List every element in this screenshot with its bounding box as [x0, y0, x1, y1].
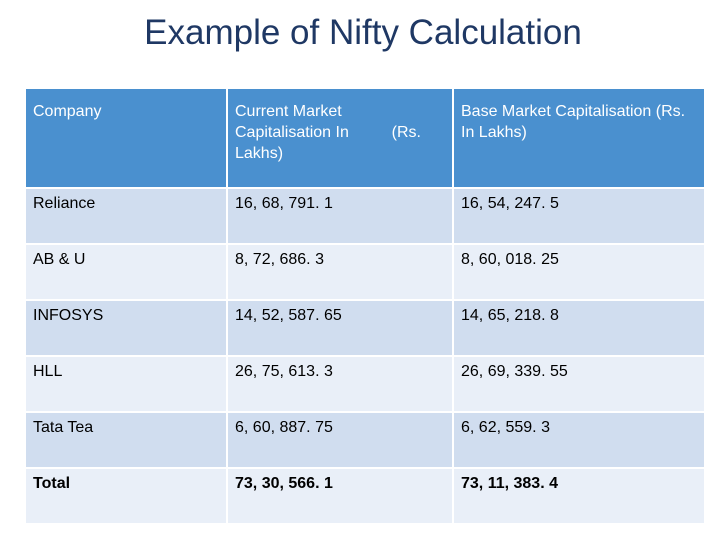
cell-base: 14, 65, 218. 8 [452, 299, 706, 357]
header-base-market-cap: Base Market Capitalisation (Rs. In Lakhs… [452, 87, 706, 189]
cell-total-label: Total [24, 467, 228, 525]
cell-base: 6, 62, 559. 3 [452, 411, 706, 469]
cell-company: AB & U [24, 243, 228, 301]
cell-company: Tata Tea [24, 411, 228, 469]
cell-current: 16, 68, 791. 1 [226, 187, 454, 245]
header-current-unit: (Rs. [391, 124, 421, 141]
table-header-row: Company Current Market Capitalisation In… [24, 87, 706, 189]
cell-total-base: 73, 11, 383. 4 [452, 467, 706, 525]
cell-company: INFOSYS [24, 299, 228, 357]
table-total-row: Total 73, 30, 566. 1 73, 11, 383. 4 [24, 467, 706, 525]
cell-current: 14, 52, 587. 65 [226, 299, 454, 357]
header-company: Company [24, 87, 228, 189]
cell-company: Reliance [24, 187, 228, 245]
table-row: Tata Tea 6, 60, 887. 75 6, 62, 559. 3 [24, 411, 706, 469]
nifty-table: Company Current Market Capitalisation In… [24, 87, 706, 525]
cell-total-current: 73, 30, 566. 1 [226, 467, 454, 525]
table-row: HLL 26, 75, 613. 3 26, 69, 339. 55 [24, 355, 706, 413]
table-row: INFOSYS 14, 52, 587. 65 14, 65, 218. 8 [24, 299, 706, 357]
cell-base: 26, 69, 339. 55 [452, 355, 706, 413]
table-row: AB & U 8, 72, 686. 3 8, 60, 018. 25 [24, 243, 706, 301]
header-current-label: Current Market Capitalisation In Lakhs) [235, 103, 349, 162]
header-current-market-cap: Current Market Capitalisation In Lakhs) … [226, 87, 454, 189]
cell-base: 16, 54, 247. 5 [452, 187, 706, 245]
slide-title: Example of Nifty Calculation [144, 13, 582, 52]
cell-current: 6, 60, 887. 75 [226, 411, 454, 469]
cell-current: 8, 72, 686. 3 [226, 243, 454, 301]
cell-base: 8, 60, 018. 25 [452, 243, 706, 301]
table-row: Reliance 16, 68, 791. 1 16, 54, 247. 5 [24, 187, 706, 245]
cell-current: 26, 75, 613. 3 [226, 355, 454, 413]
cell-company: HLL [24, 355, 228, 413]
